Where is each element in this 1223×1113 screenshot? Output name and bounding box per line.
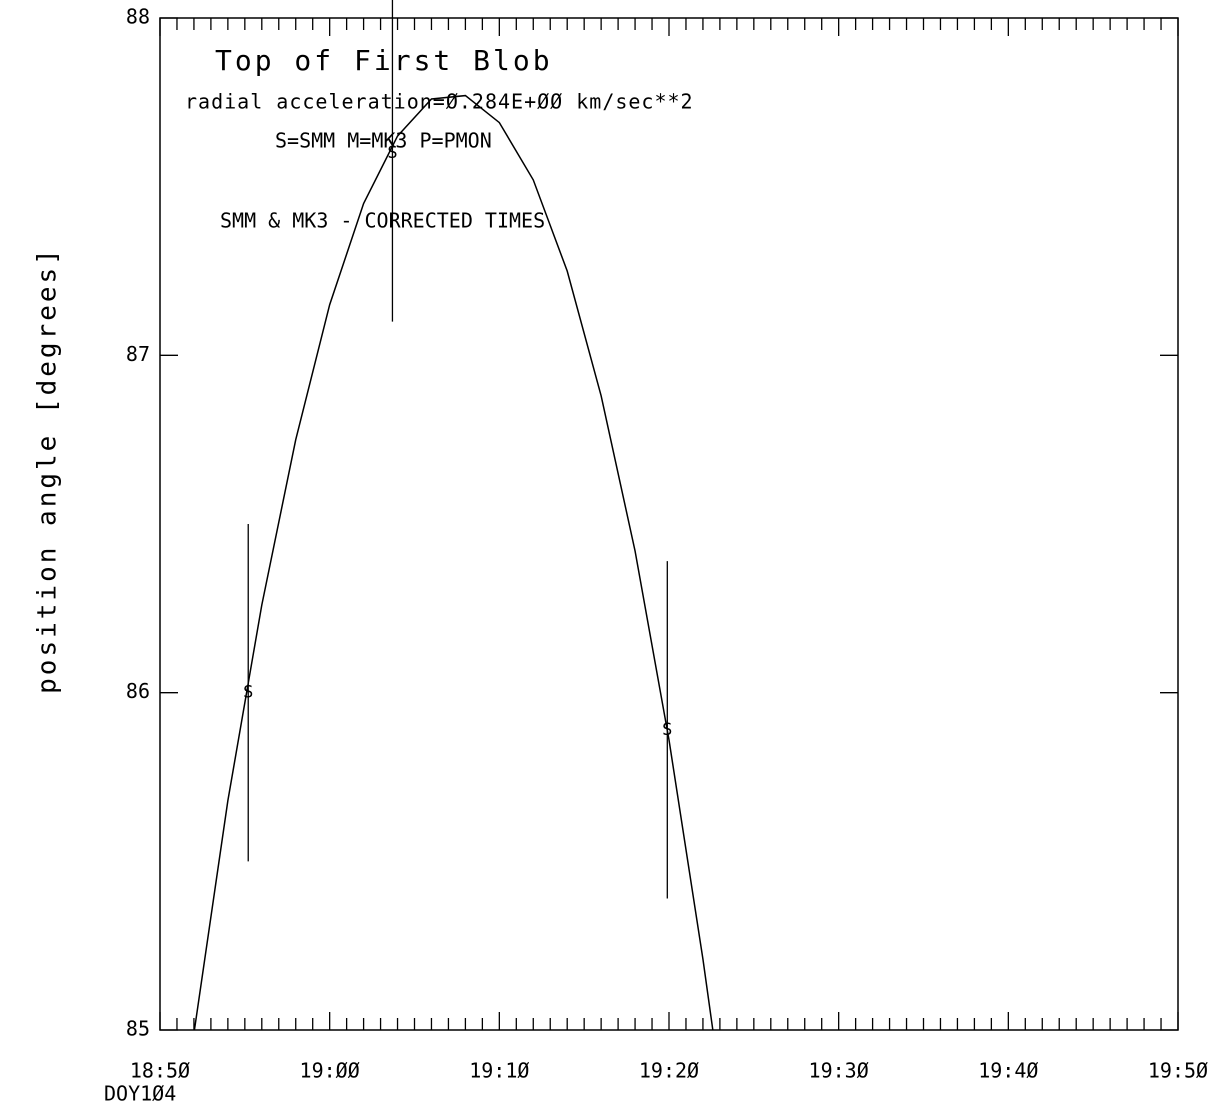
plot-frame (159, 17, 1179, 1031)
y-tick-label: 88 (126, 5, 150, 29)
chart-title: Top of First Blob (215, 44, 553, 77)
x-tick-label: 19:ØØ (300, 1059, 360, 1083)
annotation: S=SMM M=MK3 P=PMON (275, 129, 492, 153)
point-marker: S (387, 143, 397, 163)
annotation: radial acceleration=Ø.284E+ØØ km/sec**2 (185, 90, 694, 114)
x-tick-label: 19:4Ø (978, 1059, 1038, 1083)
x-tick-label: 19:2Ø (639, 1059, 699, 1083)
x-tick-label: 19:3Ø (809, 1059, 869, 1083)
point-marker: S (243, 683, 253, 703)
y-tick-label: 87 (126, 342, 150, 366)
y-tick-label: 85 (126, 1017, 150, 1041)
y-tick-label: 86 (126, 679, 150, 703)
annotation: SMM & MK3 - CORRECTED TIMES (220, 209, 545, 233)
y-axis-label: position angle [degrees] (33, 246, 63, 694)
x-tick-label: 18:5Ø (130, 1059, 190, 1083)
fit-line (193, 94, 714, 1030)
x-tick-label: 19:1Ø (469, 1059, 529, 1083)
x-sublabel: DOY1Ø4 (104, 1082, 176, 1106)
x-tick-label: 19:5Ø (1148, 1059, 1208, 1083)
